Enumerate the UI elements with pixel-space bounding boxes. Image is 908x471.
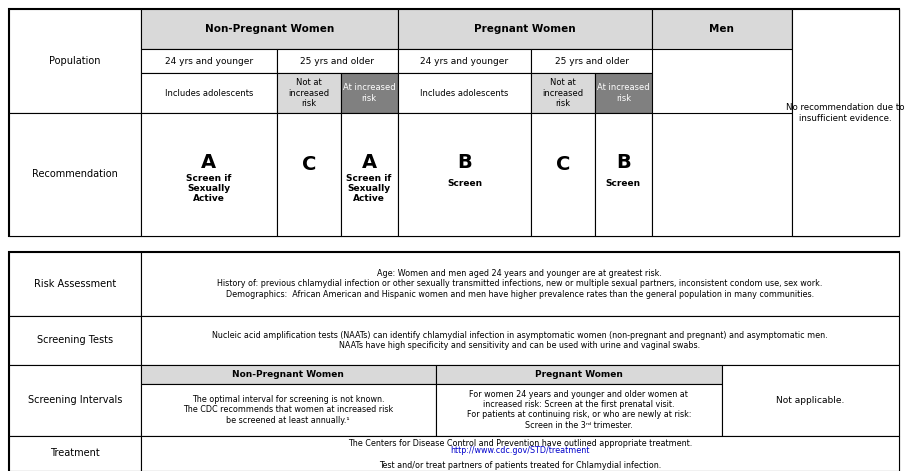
Bar: [340, 113, 398, 236]
Text: Age: Women and men aged 24 years and younger are at greatest risk.
History of: p: Age: Women and men aged 24 years and you…: [217, 269, 823, 299]
Text: 24 yrs and younger: 24 yrs and younger: [164, 57, 253, 66]
Text: A: A: [361, 153, 377, 172]
Bar: [722, 365, 899, 436]
Bar: [9, 252, 141, 316]
Text: C: C: [556, 155, 570, 174]
Bar: [595, 113, 652, 236]
Bar: [652, 9, 792, 49]
Text: Includes adolescents: Includes adolescents: [164, 89, 253, 97]
Bar: [141, 73, 277, 113]
Bar: [141, 49, 277, 73]
Text: B: B: [457, 153, 472, 172]
Text: http://www.cdc.gov/STD/treatment: http://www.cdc.gov/STD/treatment: [450, 447, 589, 455]
Text: Non-Pregnant Women: Non-Pregnant Women: [204, 24, 334, 34]
Text: Pregnant Women: Pregnant Women: [474, 24, 576, 34]
Text: At increased
risk: At increased risk: [597, 83, 649, 103]
Bar: [9, 316, 141, 365]
Bar: [652, 113, 792, 236]
Bar: [398, 9, 652, 49]
Bar: [9, 9, 899, 235]
Text: Men: Men: [709, 24, 735, 34]
Bar: [141, 252, 899, 316]
Bar: [9, 113, 141, 236]
Text: Screening Intervals: Screening Intervals: [28, 395, 122, 406]
Text: Recommendation: Recommendation: [32, 169, 118, 179]
Text: Treatment: Treatment: [50, 448, 100, 458]
Text: B: B: [616, 153, 631, 172]
Text: Not at
increased
risk: Not at increased risk: [288, 78, 330, 108]
Bar: [277, 73, 340, 113]
Bar: [436, 365, 722, 384]
Text: A: A: [202, 153, 216, 172]
Text: Screen: Screen: [606, 179, 641, 188]
Bar: [531, 73, 595, 113]
Text: Non-Pregnant Women: Non-Pregnant Women: [232, 370, 344, 379]
Text: Not at
increased
risk: Not at increased risk: [542, 78, 584, 108]
Text: 24 yrs and younger: 24 yrs and younger: [420, 57, 508, 66]
Text: Not applicable.: Not applicable.: [776, 396, 844, 405]
Text: Nucleic acid amplification tests (NAATs) can identify chlamydial infection in as: Nucleic acid amplification tests (NAATs)…: [212, 331, 828, 350]
Text: For women 24 years and younger and older women at
increased risk: Screen at the : For women 24 years and younger and older…: [467, 390, 691, 430]
Text: Screen if
Sexually
Active: Screen if Sexually Active: [186, 173, 232, 203]
Text: Screen if
Sexually
Active: Screen if Sexually Active: [347, 173, 391, 203]
Bar: [595, 73, 652, 113]
Bar: [141, 436, 899, 471]
Bar: [277, 113, 340, 236]
Bar: [141, 9, 398, 49]
Bar: [398, 113, 531, 236]
Bar: [792, 9, 899, 235]
Bar: [277, 49, 398, 73]
Text: Population: Population: [49, 56, 101, 66]
Bar: [340, 73, 398, 113]
Bar: [9, 252, 899, 471]
Bar: [398, 49, 531, 73]
Text: The Centers for Disease Control and Prevention have outlined appropriate treatme: The Centers for Disease Control and Prev…: [348, 439, 692, 448]
Bar: [436, 384, 722, 436]
Text: At increased
risk: At increased risk: [343, 83, 395, 103]
Bar: [141, 316, 899, 365]
Text: 25 yrs and older: 25 yrs and older: [301, 57, 374, 66]
Text: Risk Assessment: Risk Assessment: [34, 279, 116, 289]
Text: The optimal interval for screening is not known.
The CDC recommends that women a: The optimal interval for screening is no…: [183, 395, 393, 425]
Bar: [9, 9, 141, 113]
Bar: [398, 73, 531, 113]
Bar: [141, 384, 436, 436]
Bar: [9, 436, 141, 471]
Bar: [141, 113, 277, 236]
Text: Test and/or treat partners of patients treated for Chlamydial infection.: Test and/or treat partners of patients t…: [379, 461, 661, 470]
Text: Screening Tests: Screening Tests: [37, 335, 113, 345]
Bar: [531, 113, 595, 236]
Text: 25 yrs and older: 25 yrs and older: [555, 57, 628, 66]
Bar: [141, 365, 436, 384]
Text: Screen: Screen: [447, 179, 482, 188]
Text: Includes adolescents: Includes adolescents: [420, 89, 508, 97]
Text: Pregnant Women: Pregnant Women: [535, 370, 623, 379]
Bar: [531, 49, 652, 73]
Text: No recommendation due to
insufficient evidence.: No recommendation due to insufficient ev…: [786, 103, 904, 123]
Bar: [9, 365, 141, 436]
Bar: [792, 9, 899, 235]
Text: C: C: [301, 155, 316, 174]
